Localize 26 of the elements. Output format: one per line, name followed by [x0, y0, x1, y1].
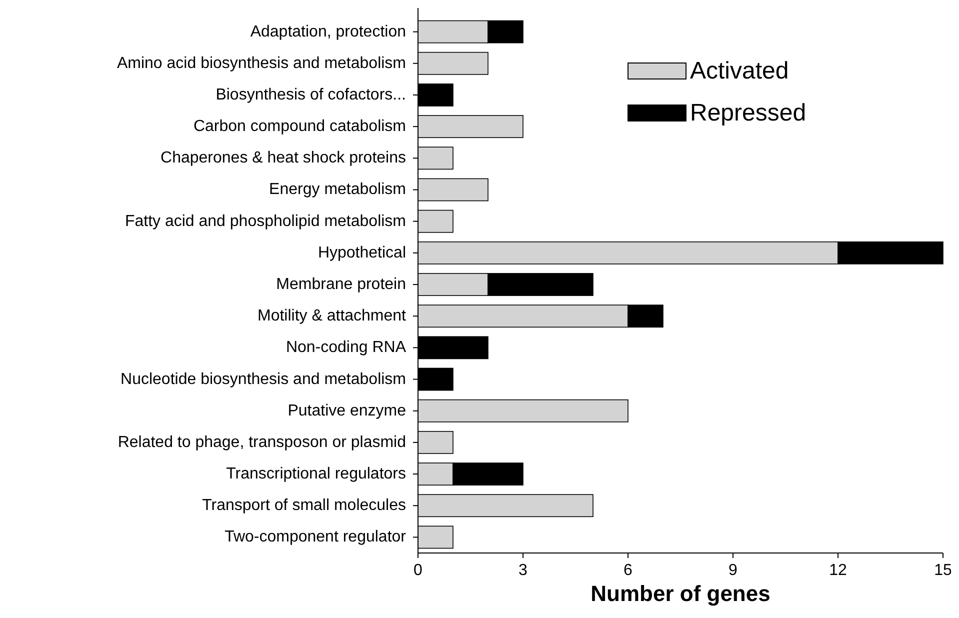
y-tick-label: Fatty acid and phospholipid metabolism: [124, 212, 406, 230]
y-tick-label: Transport of small molecules: [202, 497, 406, 514]
x-tick-label: 9: [728, 562, 738, 579]
legend-label: Repressed: [690, 100, 806, 126]
x-tick-label: 3: [518, 562, 528, 579]
y-tick-label: Amino acid biosynthesis and metabolism: [116, 54, 406, 72]
y-tick-label: Carbon compound catabolism: [193, 118, 406, 136]
y-tick-label: Two-component regulator: [224, 528, 407, 546]
legend-label: Activated: [690, 58, 789, 84]
x-tick-label: 6: [624, 562, 633, 579]
y-tick-label: Membrane protein: [276, 276, 406, 293]
y-tick-label: Putative enzyme: [288, 402, 406, 420]
x-axis-title: Number of genes: [590, 581, 770, 606]
y-tick-label: Adaptation, protection: [250, 23, 406, 40]
x-tick-label: 15: [934, 562, 952, 579]
y-tick-label: Hypothetical: [318, 244, 406, 262]
x-tick-label: 0: [414, 562, 423, 579]
y-tick-label: Chaperones & heat shock proteins: [160, 150, 406, 167]
y-tick-label: Energy metabolism: [269, 181, 406, 198]
y-tick-label: Related to phage, transposon or plasmid: [118, 434, 406, 451]
y-tick-label: Biosynthesis of cofactors...: [216, 86, 406, 104]
y-tick-label: Transcriptional regulators: [226, 466, 406, 483]
y-tick-label: Motility & attachment: [258, 308, 407, 325]
y-tick-label: Nucleotide biosynthesis and metabolism: [120, 370, 406, 388]
y-tick-label: Non-coding RNA: [286, 339, 406, 356]
x-tick-label: 12: [829, 562, 847, 579]
